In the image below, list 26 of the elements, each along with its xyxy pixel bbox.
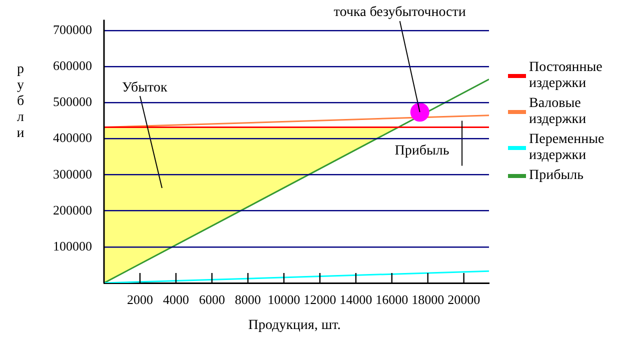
y-tick-label: 700000 [53, 22, 92, 38]
legend-label: Постоянные издержки [529, 60, 604, 92]
x-tick-label: 8000 [234, 292, 261, 308]
annotation: Прибыль [394, 143, 450, 158]
y-tick-label: 500000 [53, 94, 92, 110]
legend-label: Прибыль [529, 168, 584, 184]
x-tick-label: 18000 [412, 292, 444, 308]
annotation: Убыток [122, 80, 168, 96]
x-axis-title: Продукция, шт. [248, 318, 341, 333]
x-tick-label: 12000 [304, 292, 336, 308]
x-tick-label: 10000 [268, 292, 300, 308]
y-tick-label: 300000 [53, 166, 92, 182]
y-axis-title: рубли [12, 62, 28, 142]
x-tick-label: 14000 [340, 292, 372, 308]
x-tick-label: 6000 [198, 292, 225, 308]
x-tick-label: 20000 [448, 292, 480, 308]
x-tick-label: 16000 [376, 292, 408, 308]
x-tick-label: 4000 [162, 292, 189, 308]
y-tick-label: 400000 [53, 130, 92, 146]
legend-label: Валовые издержки [529, 96, 588, 128]
y-tick-label: 600000 [53, 58, 92, 74]
annotation: точка безубыточности [334, 4, 466, 20]
y-tick-label: 200000 [53, 202, 92, 218]
x-tick-label: 2000 [126, 292, 153, 308]
legend-label: Переменные издержки [529, 132, 606, 164]
y-tick-label: 100000 [53, 238, 92, 254]
